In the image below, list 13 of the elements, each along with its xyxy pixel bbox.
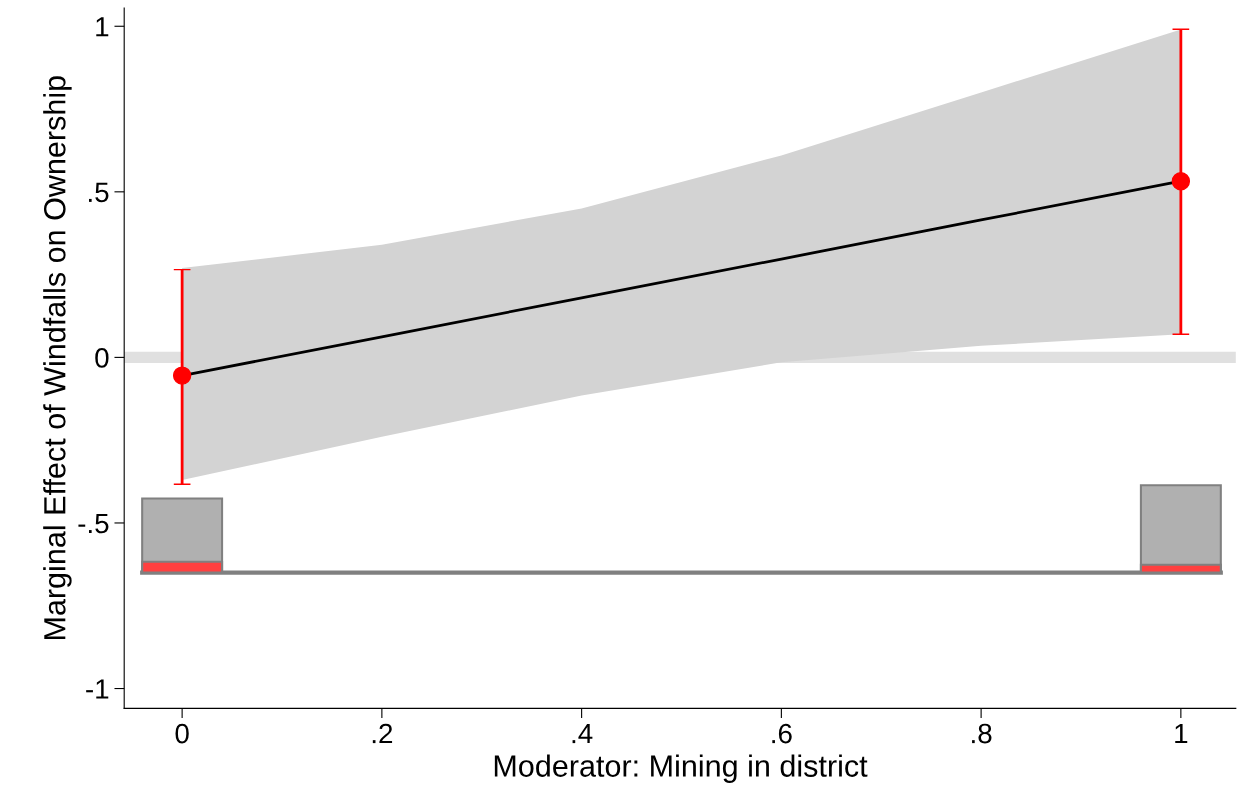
x-tick-label: 1	[1175, 724, 1188, 744]
x-axis-title: Moderator: Mining in district	[494, 754, 868, 783]
x-tick-label: .6	[772, 723, 792, 744]
y-tick-label: 1	[96, 17, 109, 37]
y-tick-label: .5	[88, 182, 109, 203]
y-tick-label: 0	[95, 348, 109, 368]
x-tick-label: .4	[572, 724, 593, 744]
x-tick-label: .8	[972, 723, 992, 744]
y-axis-title: Marginal Effect of Windfalls on Ownership	[43, 76, 72, 640]
y-tick-label: -.5	[78, 513, 109, 534]
y-tick-label: -1	[86, 679, 109, 699]
x-tick-label: .2	[372, 723, 393, 744]
x-tick-label: 0	[175, 723, 189, 744]
